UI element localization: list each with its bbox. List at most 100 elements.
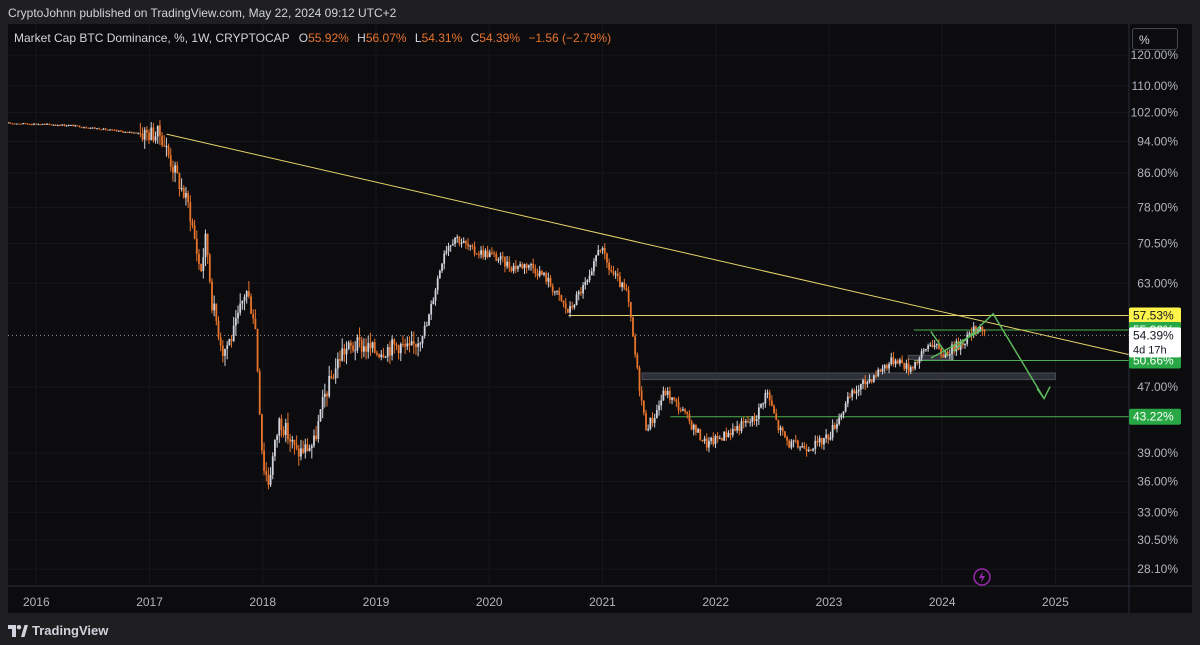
candle-body (690, 421, 693, 430)
candle-body (768, 392, 771, 401)
candle-body (445, 251, 448, 254)
candle-body (128, 131, 131, 133)
candle-body (944, 351, 947, 358)
candle-body (269, 474, 272, 485)
candle-body (441, 263, 443, 271)
candle-body (447, 246, 450, 252)
candle-body (278, 418, 281, 436)
alert-icon[interactable] (973, 568, 991, 586)
candle-body (786, 437, 788, 441)
price-chart[interactable]: 120.00% 110.00% 102.00% 94.00% 86.00% 78.00% 7… (7, 24, 1192, 613)
candle-body (98, 128, 101, 130)
legend-low: 54.31% (422, 31, 463, 45)
candle-body (321, 396, 324, 410)
candle-body (836, 424, 838, 429)
candle-body (553, 291, 556, 293)
candle-body (701, 439, 704, 442)
candle-body (280, 418, 283, 430)
candle-body (740, 421, 743, 431)
candle-body (792, 440, 795, 442)
candle-body (143, 129, 146, 140)
candle-body (345, 348, 348, 355)
candle-body (851, 390, 854, 397)
x-tick-label: 2017 (136, 595, 163, 609)
candle-body (480, 250, 482, 255)
candle-body (549, 277, 552, 287)
candle-body (113, 129, 116, 131)
candle-body (165, 146, 168, 148)
candle-body (797, 440, 799, 448)
legend-close-label: C (471, 31, 480, 45)
x-tick-label: 2016 (23, 595, 50, 609)
candle-body (239, 303, 242, 313)
time-axis[interactable]: 2016 2017 2018 2019 2020 2021 2022 2023 2024 2025 (23, 595, 1069, 609)
candle-body (488, 252, 491, 258)
candle-body (460, 242, 463, 244)
chart-frame[interactable]: 120.00% 110.00% 102.00% 94.00% 86.00% 78.00% 7… (7, 24, 1192, 613)
tradingview-logo[interactable]: TradingView (8, 623, 108, 638)
candle-body (534, 268, 537, 274)
candle-body (141, 133, 144, 140)
candle-body (26, 123, 29, 125)
candle-body (664, 390, 667, 395)
candle-body (191, 221, 194, 226)
candle-body (762, 403, 765, 405)
candle-body (9, 122, 12, 124)
candle-body (417, 343, 420, 348)
candle-body (176, 165, 179, 174)
candle-body (438, 270, 441, 279)
price-axis[interactable]: 120.00% 110.00% 102.00% 94.00% 86.00% 78.00% 7… (1131, 48, 1179, 576)
candle-body (757, 407, 760, 420)
candle-body (443, 253, 446, 264)
candle-body (649, 417, 652, 429)
candle-body (130, 131, 133, 133)
candles (7, 120, 986, 490)
candle-body (462, 241, 465, 243)
candle-body (245, 291, 248, 297)
candle-body (872, 375, 875, 382)
candle-body (532, 264, 535, 269)
candle-body (415, 343, 417, 348)
candle-body (779, 427, 782, 430)
candle-body (150, 127, 153, 141)
candle-body (137, 133, 140, 135)
candle-body (17, 123, 20, 125)
candle-body (842, 411, 845, 415)
candle-body (712, 437, 715, 445)
candle-body (228, 339, 231, 346)
candle-body (723, 431, 726, 441)
candle-body (625, 288, 628, 291)
candle-body (655, 410, 658, 419)
candle-body (790, 441, 793, 448)
candle-body (560, 295, 563, 301)
legend-high-label: H (357, 31, 366, 45)
candle-body (816, 440, 819, 443)
candle-body (206, 233, 209, 255)
candle-body (174, 165, 176, 173)
level-label-bg (1129, 307, 1181, 324)
candle-body (178, 173, 181, 190)
candle-body (538, 271, 541, 276)
y-tick-label: 39.00% (1137, 446, 1178, 460)
candle-body (875, 375, 877, 377)
candle-body (421, 336, 424, 344)
candle-body (139, 133, 142, 135)
candle-body (736, 425, 739, 431)
candle-body (877, 369, 880, 377)
candle-body (606, 253, 608, 263)
candle-body (132, 132, 135, 134)
percent-scale-button[interactable]: % (1132, 28, 1178, 50)
candle-body (551, 286, 554, 292)
candle-body (198, 253, 200, 264)
candle-body (369, 343, 372, 349)
candle-body (814, 440, 817, 449)
candle-body (901, 359, 903, 363)
candle-body (371, 342, 374, 349)
candle-body (300, 448, 302, 457)
candle-body (293, 439, 296, 445)
candle-body (523, 264, 526, 269)
legend-close: 54.39% (479, 31, 520, 45)
candle-body (972, 326, 975, 336)
candle-body (328, 375, 331, 397)
y-tick-label: 30.50% (1137, 533, 1178, 547)
